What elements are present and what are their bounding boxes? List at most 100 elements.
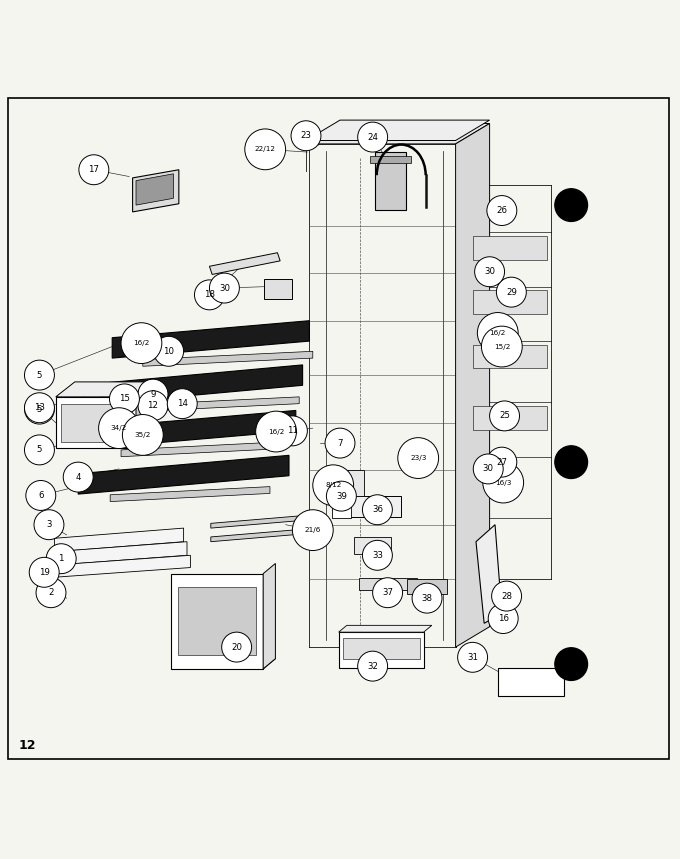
Text: 30: 30 <box>219 283 230 293</box>
Text: 4: 4 <box>75 472 81 482</box>
Circle shape <box>487 196 517 226</box>
Circle shape <box>138 379 168 409</box>
Circle shape <box>167 389 197 418</box>
Polygon shape <box>48 555 190 578</box>
Bar <box>178 588 256 655</box>
Circle shape <box>358 651 388 681</box>
Text: 16: 16 <box>498 614 509 623</box>
Circle shape <box>122 415 163 455</box>
Circle shape <box>36 578 66 607</box>
Text: 23: 23 <box>301 131 311 140</box>
Circle shape <box>475 257 505 287</box>
Text: 20: 20 <box>231 643 242 652</box>
Text: 26: 26 <box>496 206 507 215</box>
Text: 24: 24 <box>367 132 378 142</box>
Text: 31: 31 <box>467 653 478 661</box>
Bar <box>354 537 391 554</box>
Text: 10: 10 <box>163 347 174 356</box>
Text: 32: 32 <box>367 661 378 671</box>
Polygon shape <box>339 625 432 632</box>
Text: 1: 1 <box>58 554 64 564</box>
Bar <box>332 470 364 497</box>
Text: 29: 29 <box>506 288 517 296</box>
Circle shape <box>292 509 333 551</box>
Circle shape <box>362 540 392 570</box>
Circle shape <box>326 481 356 511</box>
Text: 30: 30 <box>483 465 494 473</box>
Text: 12: 12 <box>18 740 36 752</box>
Text: 22/12: 22/12 <box>255 146 275 152</box>
Circle shape <box>277 416 307 446</box>
Text: 13: 13 <box>34 403 45 412</box>
Circle shape <box>222 632 252 662</box>
Circle shape <box>473 454 503 484</box>
Polygon shape <box>133 170 179 212</box>
Text: 25: 25 <box>499 411 510 420</box>
Circle shape <box>481 326 522 367</box>
Circle shape <box>79 155 109 185</box>
Circle shape <box>555 189 588 222</box>
Circle shape <box>245 129 286 170</box>
Circle shape <box>358 122 388 152</box>
Bar <box>370 156 411 163</box>
Bar <box>264 278 292 299</box>
Circle shape <box>24 360 54 390</box>
Polygon shape <box>133 397 299 411</box>
Bar <box>332 503 351 518</box>
Circle shape <box>24 393 54 423</box>
Circle shape <box>458 643 488 673</box>
Text: 9: 9 <box>150 390 156 399</box>
Bar <box>359 578 417 590</box>
Polygon shape <box>306 120 490 141</box>
Text: 5: 5 <box>37 446 42 454</box>
Circle shape <box>209 273 239 303</box>
Text: 30: 30 <box>484 267 495 277</box>
Circle shape <box>555 446 588 478</box>
Bar <box>407 579 447 594</box>
Bar <box>473 405 547 430</box>
Bar <box>350 497 401 516</box>
Polygon shape <box>101 365 303 404</box>
Bar <box>473 290 547 314</box>
Text: 12: 12 <box>148 401 158 411</box>
Polygon shape <box>171 659 275 669</box>
Text: 36: 36 <box>372 505 383 515</box>
Polygon shape <box>476 525 502 624</box>
Circle shape <box>34 509 64 539</box>
Circle shape <box>29 557 59 588</box>
Text: 15: 15 <box>119 394 130 404</box>
Text: 6: 6 <box>38 491 44 500</box>
Text: 34/2: 34/2 <box>111 425 127 431</box>
Polygon shape <box>110 486 270 502</box>
Circle shape <box>483 462 524 503</box>
Polygon shape <box>143 351 313 366</box>
Polygon shape <box>263 564 275 669</box>
Circle shape <box>555 648 588 680</box>
Circle shape <box>138 391 168 421</box>
Bar <box>343 637 420 660</box>
Circle shape <box>488 604 518 633</box>
Polygon shape <box>211 515 316 528</box>
Polygon shape <box>171 574 263 669</box>
Text: 7: 7 <box>337 439 343 448</box>
Text: 28: 28 <box>501 592 512 600</box>
Circle shape <box>109 384 139 414</box>
Circle shape <box>24 435 54 465</box>
Polygon shape <box>211 528 316 542</box>
Circle shape <box>492 582 522 611</box>
Circle shape <box>490 401 520 431</box>
Circle shape <box>398 437 439 478</box>
Circle shape <box>24 394 54 424</box>
Polygon shape <box>54 528 184 551</box>
Text: 27: 27 <box>496 458 507 466</box>
Polygon shape <box>136 382 155 448</box>
Bar <box>61 404 131 442</box>
Text: 3: 3 <box>46 521 52 529</box>
Text: 37: 37 <box>382 588 393 597</box>
Circle shape <box>154 337 184 366</box>
Text: 8/12: 8/12 <box>325 482 341 488</box>
Text: 5: 5 <box>37 405 42 413</box>
Polygon shape <box>121 442 284 457</box>
Bar <box>56 397 136 448</box>
Text: 19: 19 <box>39 568 50 576</box>
